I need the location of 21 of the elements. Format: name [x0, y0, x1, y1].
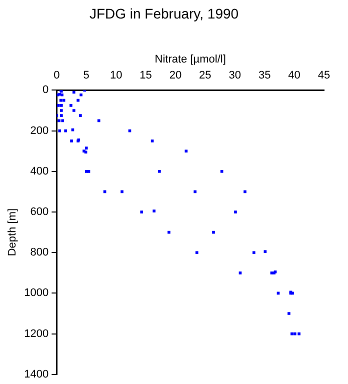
x-tick-label: 10: [110, 70, 122, 82]
chart-title: JFDG in February, 1990: [89, 5, 239, 22]
y-tick-label: 1400: [24, 368, 49, 380]
x-tick-label: 40: [288, 70, 300, 82]
x-tick-label: 35: [258, 70, 271, 82]
x-tick-label: 20: [169, 70, 182, 82]
y-tick-label: 1000: [24, 287, 49, 300]
y-tick-label: 0: [42, 84, 49, 96]
x-tick-label: 0: [54, 70, 60, 82]
x-tick-label: 45: [318, 70, 330, 82]
y-tick-label: 800: [30, 246, 49, 259]
x-tick-label: 25: [199, 70, 212, 82]
x-axis-title: Nitrate [µmol/l]: [154, 53, 226, 66]
y-axis-title: Depth [m]: [6, 208, 19, 256]
x-tick-label: 5: [83, 70, 90, 82]
x-tick-label: 15: [140, 70, 152, 82]
y-tick-label: 600: [30, 206, 49, 218]
y-tick-label: 200: [30, 124, 49, 137]
y-tick-label: 1200: [24, 328, 49, 340]
x-tick-label: 30: [228, 70, 242, 82]
y-tick-label: 400: [30, 165, 49, 178]
